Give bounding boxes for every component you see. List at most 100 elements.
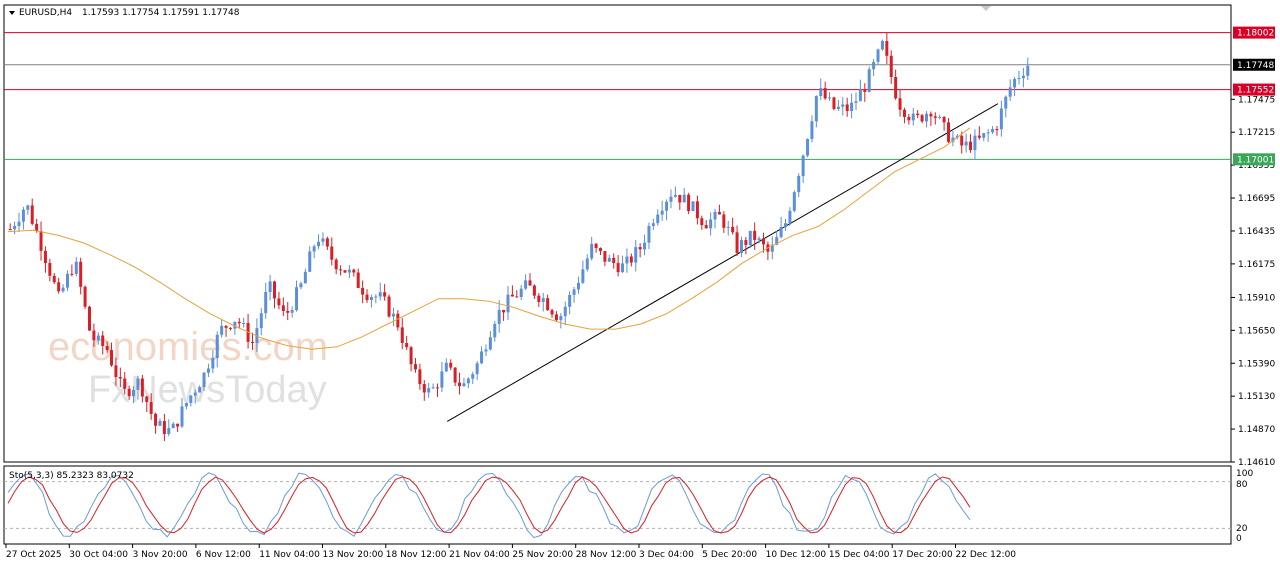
candle-body	[295, 287, 299, 311]
candle-body	[259, 313, 263, 329]
candle-body	[431, 387, 435, 389]
candle-body	[858, 89, 862, 102]
candle-body	[854, 101, 858, 103]
candle-body	[590, 243, 594, 259]
candle-body	[1021, 75, 1025, 79]
candle-body	[83, 286, 87, 307]
candle-body	[656, 214, 660, 224]
candle-body	[850, 102, 854, 112]
candle-body	[638, 247, 642, 250]
candle-body	[493, 323, 497, 338]
candle-body	[1017, 78, 1021, 80]
candle-body	[26, 205, 30, 210]
candle-body	[691, 201, 695, 212]
candle-body	[797, 176, 801, 193]
y-tick-label: 1.15130	[1238, 392, 1275, 402]
candle-body	[224, 325, 228, 328]
horizontal-levels	[4, 32, 1231, 160]
candle-body	[497, 309, 501, 324]
candle-body	[162, 420, 166, 434]
candle-body	[885, 40, 889, 56]
candle-body	[506, 294, 510, 313]
candle-body	[356, 272, 360, 288]
candle-body	[753, 230, 757, 240]
candle-body	[206, 368, 210, 373]
candle-body	[973, 135, 977, 151]
candle-body	[8, 229, 12, 231]
candle-body	[704, 225, 708, 229]
osc-level-100: 100	[1236, 469, 1253, 479]
candle-body	[814, 95, 818, 122]
candle-body	[180, 406, 184, 427]
candle-body	[554, 314, 558, 321]
candle-body	[515, 296, 519, 298]
x-tick-label: 25 Nov 20:00	[512, 550, 573, 560]
candle-body	[977, 135, 981, 138]
candle-body	[87, 306, 91, 331]
candle-body	[436, 387, 440, 389]
candle-body	[475, 363, 479, 375]
oscillator-panel-frame	[3, 465, 1232, 545]
candle-body	[264, 292, 268, 314]
candle-body	[422, 384, 426, 393]
candle-body	[757, 238, 761, 240]
y-tick-label: 1.16955	[1238, 161, 1275, 171]
stoch-signal-line	[7, 476, 971, 534]
candle-body	[880, 40, 884, 50]
candle-body	[480, 351, 484, 364]
candle-body	[726, 226, 730, 228]
dropdown-triangle-icon[interactable]	[9, 11, 15, 15]
candle-body	[352, 269, 356, 273]
x-tick-label: 10 Dec 12:00	[766, 550, 827, 560]
candle-body	[74, 261, 78, 275]
candle-body	[21, 209, 25, 222]
scroll-marker-icon[interactable]	[981, 6, 991, 11]
candle-body	[695, 201, 699, 219]
x-tick-label: 11 Nov 04:00	[259, 550, 320, 560]
candle-body	[1026, 65, 1030, 76]
candle-body	[947, 122, 951, 142]
x-tick-label: 22 Dec 12:00	[956, 550, 1017, 560]
candle-body	[101, 335, 105, 346]
candle-body	[43, 250, 47, 264]
candle-body	[969, 141, 973, 151]
candle-body	[383, 292, 387, 297]
time-axis: 27 Oct 2025 30 Oct 04:00 3 Nov 20:00 6 Nov …	[5, 544, 1017, 560]
candle-body	[841, 104, 845, 107]
candle-body	[502, 309, 506, 313]
price-tag-label: 1.17748	[1237, 61, 1274, 71]
candle-body	[938, 116, 942, 118]
x-tick-label: 5 Dec 20:00	[702, 550, 757, 560]
candle-body	[612, 257, 616, 264]
candle-body	[184, 402, 188, 407]
candle-body	[418, 369, 422, 385]
candle-body	[876, 49, 880, 62]
candle-body	[409, 347, 413, 365]
candle-body	[453, 367, 457, 383]
y-tick-label: 1.16695	[1238, 194, 1275, 204]
candle-body	[405, 342, 409, 348]
candle-body	[563, 306, 567, 317]
candle-body	[863, 89, 867, 92]
y-tick-label: 1.15650	[1238, 326, 1275, 336]
candle-body	[991, 129, 995, 133]
y-tick-label: 1.16175	[1238, 260, 1275, 270]
candle-body	[951, 137, 955, 142]
candle-body	[665, 201, 669, 211]
candle-body	[308, 251, 312, 272]
candle-body	[193, 392, 197, 396]
candle-body	[321, 238, 325, 242]
candle-body	[598, 248, 602, 252]
candle-body	[96, 335, 100, 341]
y-tick-label: 1.14870	[1238, 425, 1275, 435]
candle-body	[1008, 87, 1012, 97]
candle-body	[132, 389, 136, 397]
candle-body	[110, 350, 114, 366]
trendline[interactable]	[446, 103, 999, 422]
candle-body	[228, 327, 232, 329]
candle-body	[458, 382, 462, 387]
candle-body	[39, 231, 43, 251]
candle-body	[810, 121, 814, 140]
candle-body	[449, 362, 453, 368]
